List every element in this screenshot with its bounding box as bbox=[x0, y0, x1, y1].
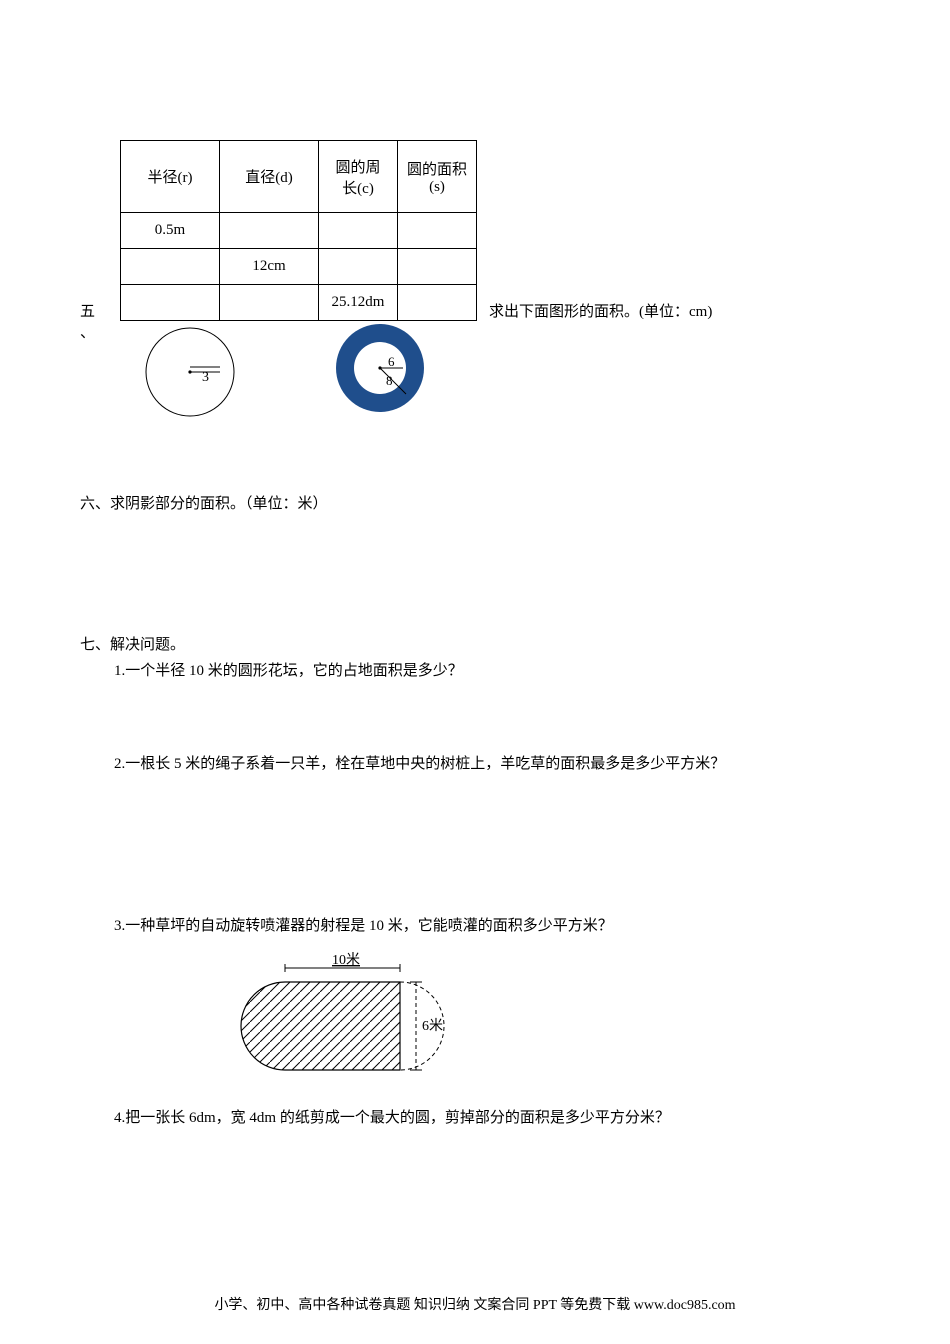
cell-s2 bbox=[398, 249, 477, 285]
cell-c1 bbox=[319, 213, 398, 249]
cell-c3: 25.12dm bbox=[319, 285, 398, 321]
page-footer: 小学、初中、高中各种试卷真题 知识归纳 文案合同 PPT 等免费下载 www.d… bbox=[0, 1294, 950, 1314]
question-2: 2.一根长 5 米的绳子系着一只羊，栓在草地中央的树桩上，羊吃草的面积最多是多少… bbox=[114, 753, 870, 776]
cell-s3 bbox=[398, 285, 477, 321]
cell-r2 bbox=[121, 249, 220, 285]
table-row: 0.5m bbox=[121, 213, 477, 249]
th-diameter: 直径(d) bbox=[220, 141, 319, 213]
section-five: 五 、 半径(r) 直径(d) 圆的周 长(c) 圆的面积 (s) 0.5m bbox=[80, 140, 870, 342]
question-4: 4.把一张长 6dm，宽 4dm 的纸剪成一个最大的圆，剪掉部分的面积是多少平方… bbox=[114, 1107, 870, 1130]
figure-circle-radius: 3 bbox=[140, 322, 240, 427]
svg-text:8: 8 bbox=[386, 373, 393, 388]
section-six: 六、求阴影部分的面积。（单位：米） bbox=[80, 492, 870, 513]
svg-text:6米: 6米 bbox=[422, 1018, 443, 1034]
cell-c2 bbox=[319, 249, 398, 285]
th-s-l1: 圆的面积 bbox=[407, 162, 467, 178]
circle-table: 半径(r) 直径(d) 圆的周 长(c) 圆的面积 (s) 0.5m 1 bbox=[120, 140, 477, 321]
table-row: 12cm bbox=[121, 249, 477, 285]
th-circumference: 圆的周 长(c) bbox=[319, 141, 398, 213]
question-3: 3.一种草坪的自动旋转喷灌器的射程是 10 米，它能喷灌的面积多少平方米？ bbox=[114, 915, 870, 938]
figure-cylinder: 10米 6米 bbox=[240, 952, 870, 1087]
svg-text:10米: 10米 bbox=[332, 952, 360, 968]
th-c-l2: 长(c) bbox=[342, 181, 374, 197]
svg-text:3: 3 bbox=[202, 370, 209, 385]
section-five-label: 五 、 bbox=[80, 140, 120, 342]
cell-d3 bbox=[220, 285, 319, 321]
cell-d1 bbox=[220, 213, 319, 249]
cell-r3 bbox=[121, 285, 220, 321]
section-seven-title: 七、解决问题。 bbox=[80, 633, 870, 654]
th-c-l1: 圆的周 bbox=[335, 160, 380, 176]
section-five-text: 求出下面图形的面积。(单位：cm) bbox=[477, 140, 712, 321]
th-radius: 半径(r) bbox=[121, 141, 220, 213]
section-seven: 七、解决问题。 1.一个半径 10 米的圆形花坛，它的占地面积是多少？ 2.一根… bbox=[80, 633, 870, 1129]
question-1: 1.一个半径 10 米的圆形花坛，它的占地面积是多少？ bbox=[114, 660, 870, 683]
figures-row: 3 6 8 bbox=[130, 322, 870, 432]
cell-d2: 12cm bbox=[220, 249, 319, 285]
svg-text:6: 6 bbox=[388, 354, 395, 369]
section-six-title: 六、求阴影部分的面积。（单位：米） bbox=[80, 492, 870, 513]
cell-r1: 0.5m bbox=[121, 213, 220, 249]
th-s-l2: (s) bbox=[429, 179, 445, 195]
cell-s1 bbox=[398, 213, 477, 249]
figure-annulus: 6 8 bbox=[330, 318, 430, 423]
th-area: 圆的面积 (s) bbox=[398, 141, 477, 213]
table-row: 25.12dm bbox=[121, 285, 477, 321]
